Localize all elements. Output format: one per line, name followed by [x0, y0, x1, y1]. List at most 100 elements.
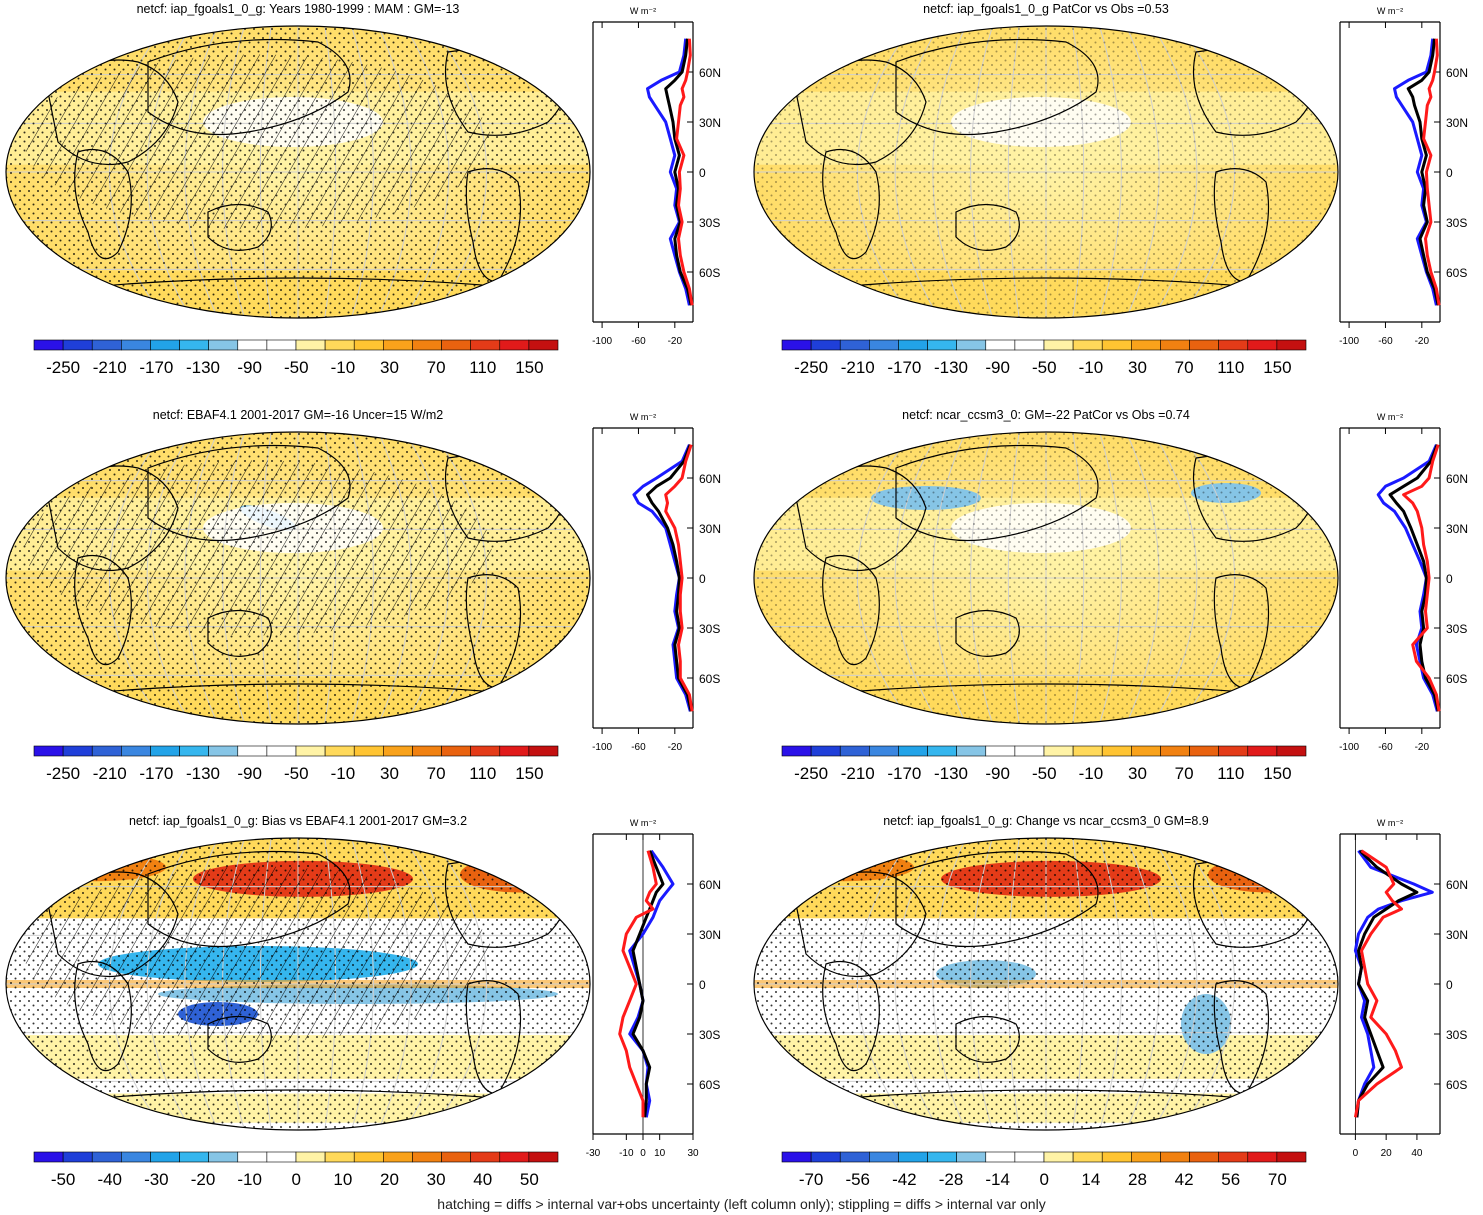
colorbar-label: -10	[331, 764, 356, 783]
colorbar-label: 110	[1217, 764, 1244, 783]
x-tick-label: -20	[1415, 742, 1430, 753]
colorbar-swatch	[324, 745, 355, 757]
colorbar-label: -210	[93, 764, 127, 783]
colorbar-6: -70 -56 -42 -28 -14 0 14 28 42 56 70	[781, 1151, 1307, 1189]
colorbar-label: -14	[985, 1170, 1010, 1189]
colorbar-label: 42	[1175, 1170, 1194, 1189]
colorbar-swatch	[150, 745, 180, 757]
colorbar-swatch	[1160, 339, 1190, 351]
colorbar-swatch	[179, 339, 209, 351]
stippling-overlay	[754, 26, 1338, 318]
colorbar-swatch	[810, 745, 841, 757]
colorbar-label: 150	[515, 358, 543, 377]
colorbar-5: -50 -40 -30 -20 -10 0 10 20 30 40 50	[33, 1151, 559, 1189]
colorbar-label: -50	[1032, 358, 1057, 377]
series-blue	[628, 849, 675, 1118]
colorbar-label: 14	[1081, 1170, 1100, 1189]
map-panel-1	[5, 25, 591, 319]
colorbar-swatch	[91, 1151, 122, 1163]
zonal-plot-4: W m⁻² 60N 30N 0 30S 60S -100 -60 -20	[1339, 412, 1468, 753]
y-tick-label: 0	[1446, 978, 1453, 992]
colorbar-swatch	[956, 1151, 987, 1163]
colorbar-swatch	[441, 339, 471, 351]
colorbar-swatch	[353, 1151, 384, 1163]
colorbar-swatch	[383, 745, 413, 757]
zonal-plot-3: W m⁻² 60N 30N 0 30S 60S -100 -60 -20	[592, 412, 721, 753]
y-tick-label: 60S	[1446, 266, 1467, 280]
colorbar-swatch	[1131, 745, 1161, 757]
colorbar-label: 0	[1040, 1170, 1049, 1189]
x-tick-label: -30	[586, 1148, 601, 1159]
colorbar-label: 30	[1128, 358, 1147, 377]
series-red	[1402, 444, 1441, 712]
colorbar-swatch	[781, 339, 812, 351]
series-blue	[1376, 444, 1439, 712]
colorbar-swatch	[1189, 1151, 1219, 1163]
colorbar-swatch	[266, 1151, 297, 1163]
colorbar-swatch	[1276, 745, 1307, 757]
y-tick-label: 60N	[699, 878, 721, 892]
panel-title-3: netcf: EBAF4.1 2001-2017 GM=-16 Uncer=15…	[152, 408, 444, 422]
colorbar-swatch	[62, 1151, 93, 1163]
zonal-plot-6: W m⁻² 60N 30N 0 30S 60S 0 20 40	[1339, 818, 1468, 1159]
x-tick-label: -60	[1378, 742, 1393, 753]
colorbar-swatch	[470, 339, 501, 351]
colorbar-label: -250	[794, 764, 828, 783]
colorbar-swatch	[412, 1151, 442, 1163]
colorbar-swatch	[499, 1151, 530, 1163]
y-tick-label: 60N	[1446, 472, 1468, 486]
y-tick-label: 30S	[699, 1028, 720, 1042]
series-black	[1355, 849, 1419, 1118]
colorbar-label: 30	[380, 764, 399, 783]
colorbar-swatch	[383, 339, 413, 351]
colorbar-swatch	[528, 1151, 559, 1163]
x-tick-label: 20	[1381, 1148, 1393, 1159]
zonal-plot-2: W m⁻² 60N 30N 0 30S 60S -100 -60 -20	[1339, 6, 1468, 347]
colorbar-swatch	[1247, 1151, 1278, 1163]
zonal-plot-1: W m⁻² 60N 30N 0 30S 60S -100 -60 -20	[592, 6, 721, 347]
stippling-overlay	[754, 432, 1338, 724]
colorbar-label: -130	[934, 358, 968, 377]
colorbar-label: 0	[292, 1170, 301, 1189]
panel-title-5: netcf: iap_fgoals1_0_g: Bias vs EBAF4.1 …	[128, 814, 468, 828]
colorbar-label: 40	[473, 1170, 492, 1189]
colorbar-label: 70	[1268, 1170, 1287, 1189]
colorbar-label: -130	[186, 358, 220, 377]
panel-title-2: netcf: iap_fgoals1_0_g PatCor vs Obs =0.…	[923, 2, 1169, 16]
colorbar-swatch	[179, 1151, 209, 1163]
colorbar-swatch	[208, 1151, 239, 1163]
colorbar-label: 150	[1263, 358, 1291, 377]
colorbar-label: -10	[1079, 358, 1104, 377]
colorbar-swatch	[1218, 1151, 1249, 1163]
colorbar-swatch	[839, 339, 870, 351]
x-tick-label: -20	[668, 336, 683, 347]
colorbar-label: -28	[939, 1170, 964, 1189]
y-tick-label: 60N	[699, 66, 721, 80]
series-blue	[1393, 38, 1438, 306]
colorbar-swatch	[33, 1151, 64, 1163]
hatching-overlay	[24, 54, 492, 230]
colorbar-swatch	[121, 339, 151, 351]
x-tick-label: 10	[654, 1148, 666, 1159]
map-border	[753, 25, 1339, 319]
x-tick-label: -20	[668, 742, 683, 753]
map-border	[5, 837, 591, 1131]
colorbar-swatch	[208, 339, 239, 351]
series-red	[1353, 849, 1403, 1118]
colorbar-swatch	[208, 745, 239, 757]
colorbar-swatch	[266, 745, 297, 757]
y-tick-label: 30S	[699, 216, 720, 230]
series-black	[1406, 38, 1440, 306]
colorbar-3: -250 -210 -170 -130 -90 -50 -10 30 70 110 150	[33, 745, 559, 783]
colorbar-swatch	[1043, 745, 1074, 757]
y-tick-label: 30N	[699, 116, 721, 130]
y-tick-label: 30N	[1446, 116, 1468, 130]
colorbar-swatch	[383, 1151, 413, 1163]
colorbar-label: -170	[887, 764, 921, 783]
colorbar-2: -250 -210 -170 -130 -90 -50 -10 30 70 110 150	[781, 339, 1307, 377]
colorbar-label: -250	[46, 764, 80, 783]
map-panel-2	[753, 25, 1339, 319]
colorbar-swatch	[985, 1151, 1016, 1163]
colorbar-swatch	[985, 745, 1016, 757]
